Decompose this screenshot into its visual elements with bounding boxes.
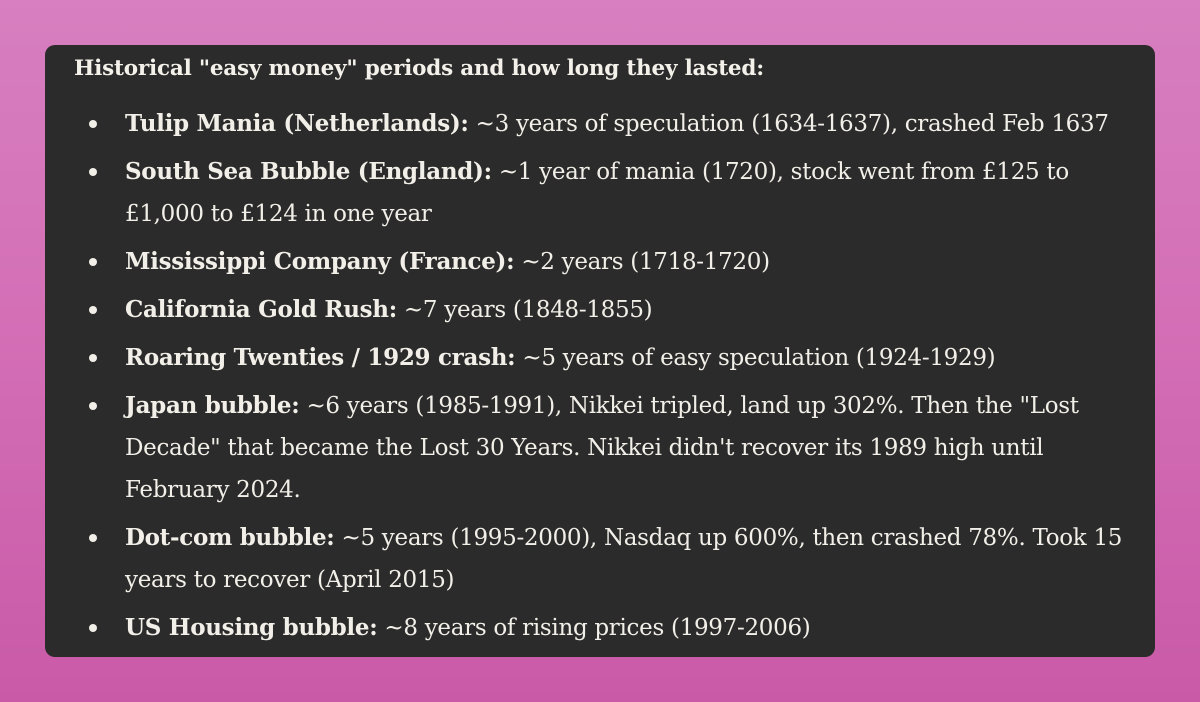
item-label: South Sea Bubble (England): bbox=[125, 158, 492, 185]
item-text: ~3 years of speculation (1634-1637), cra… bbox=[468, 111, 1109, 137]
list-item-mississippi-company: Mississippi Company (France): ~2 years (… bbox=[45, 241, 1155, 283]
list-item-us-housing-bubble: US Housing bubble: ~8 years of rising pr… bbox=[45, 607, 1155, 649]
item-text: ~8 years of rising prices (1997-2006) bbox=[377, 615, 811, 641]
list-item-tulip-mania: Tulip Mania (Netherlands): ~3 years of s… bbox=[45, 103, 1155, 145]
item-text: ~7 years (1848-1855) bbox=[396, 297, 653, 323]
item-label: California Gold Rush: bbox=[125, 296, 397, 323]
list-item-roaring-twenties: Roaring Twenties / 1929 crash: ~5 years … bbox=[45, 337, 1155, 379]
list-item-south-sea-bubble: South Sea Bubble (England): ~1 year of m… bbox=[45, 151, 1155, 235]
item-text: ~1 year of mania (1720), stock went from… bbox=[125, 159, 1069, 227]
item-text: ~5 years (1995-2000), Nasdaq up 600%, th… bbox=[125, 525, 1123, 593]
list-item-dot-com-bubble: Dot-com bubble: ~5 years (1995-2000), Na… bbox=[45, 517, 1155, 601]
item-label: Dot-com bubble: bbox=[125, 524, 335, 551]
item-label: Japan bubble: bbox=[125, 392, 300, 419]
item-label: Mississippi Company (France): bbox=[125, 248, 515, 275]
list-item-california-gold-rush: California Gold Rush: ~7 years (1848-185… bbox=[45, 289, 1155, 331]
item-label: US Housing bubble: bbox=[125, 614, 378, 641]
bubble-list: Tulip Mania (Netherlands): ~3 years of s… bbox=[45, 103, 1155, 655]
item-text: ~2 years (1718-1720) bbox=[514, 249, 770, 275]
item-text: ~6 years (1985-1991), Nikkei tripled, la… bbox=[125, 393, 1079, 503]
list-heading: Historical "easy money" periods and how … bbox=[74, 56, 764, 81]
list-item-japan-bubble: Japan bubble: ~6 years (1985-1991), Nikk… bbox=[45, 385, 1155, 511]
message-card: Historical "easy money" periods and how … bbox=[45, 45, 1155, 657]
item-label: Tulip Mania (Netherlands): bbox=[125, 110, 469, 137]
item-label: Roaring Twenties / 1929 crash: bbox=[125, 344, 516, 371]
item-text: ~5 years of easy speculation (1924-1929) bbox=[515, 345, 996, 371]
